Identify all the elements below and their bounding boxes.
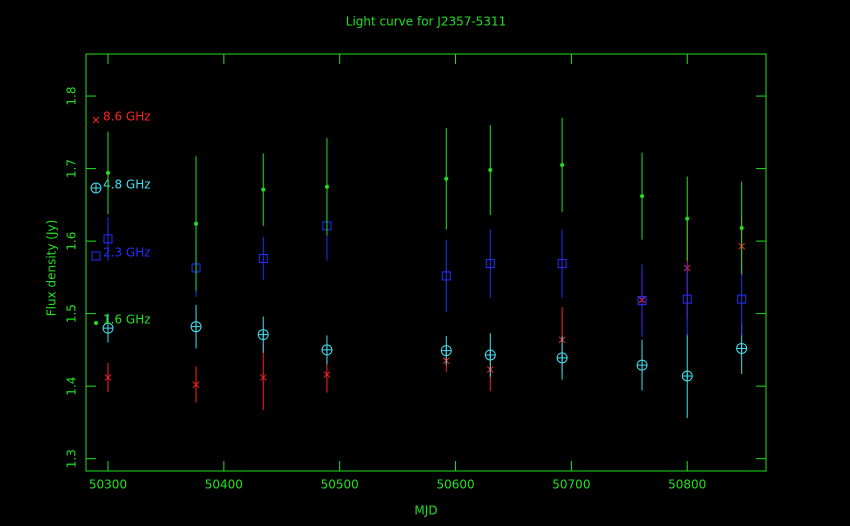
circle-marker (556, 352, 568, 364)
cross-marker (104, 374, 112, 381)
y-tick-label: 1.4 (65, 377, 79, 396)
x-tick-label: 50800 (668, 478, 706, 492)
circle-marker (736, 343, 748, 354)
x-tick-label: 50500 (321, 478, 359, 492)
dot-marker (444, 176, 449, 181)
circle-marker (440, 345, 452, 357)
legend-marker (94, 321, 98, 325)
legend-label: 2.3 GHz (103, 246, 151, 260)
legend-label: 4.8 GHz (103, 178, 151, 192)
y-axis-label: Flux density (Jy) (45, 220, 59, 317)
cross-marker (323, 371, 331, 378)
circle-marker (484, 349, 496, 361)
y-tick-label: 1.6 (65, 232, 79, 251)
dot-marker (261, 187, 266, 192)
circle-marker (102, 322, 114, 334)
square-marker (557, 259, 567, 269)
y-tick-label: 1.5 (65, 304, 79, 323)
square-marker (485, 259, 495, 269)
square-marker (737, 294, 747, 304)
cross-marker (192, 381, 200, 389)
x-tick-label: 50600 (436, 478, 474, 492)
square-marker (103, 234, 113, 244)
y-tick-label: 1.7 (65, 159, 79, 178)
chart-title: Light curve for J2357-5311 (346, 15, 506, 29)
dot-marker (685, 216, 690, 221)
x-tick-label: 50400 (205, 478, 243, 492)
circle-marker (321, 344, 333, 356)
dot-marker (324, 184, 329, 189)
cross-marker (259, 374, 267, 381)
square-marker (682, 294, 692, 304)
x-tick-label: 50700 (552, 478, 590, 492)
dot-marker (739, 226, 744, 231)
dot-marker (560, 162, 565, 167)
square-marker (258, 254, 268, 264)
x-axis-label: MJD (414, 504, 437, 518)
square-marker (637, 296, 647, 306)
legend-marker (92, 116, 100, 124)
y-tick-label: 1.3 (65, 449, 79, 468)
legend-marker (91, 251, 101, 261)
dot-marker (106, 170, 111, 175)
y-tick-label: 1.8 (65, 87, 79, 106)
circle-marker (257, 329, 269, 341)
circle-marker (681, 370, 693, 382)
legend-marker (90, 182, 102, 194)
dot-marker (488, 168, 493, 173)
circle-marker (636, 359, 648, 371)
plot-frame (85, 53, 767, 472)
x-tick-label: 50300 (89, 478, 127, 492)
legend-label: 8.6 GHz (103, 110, 151, 124)
legend-label: 1.6 GHz (103, 313, 151, 327)
square-marker (441, 271, 451, 281)
dot-marker (194, 221, 199, 226)
circle-marker (190, 321, 202, 333)
dot-marker (640, 194, 645, 199)
